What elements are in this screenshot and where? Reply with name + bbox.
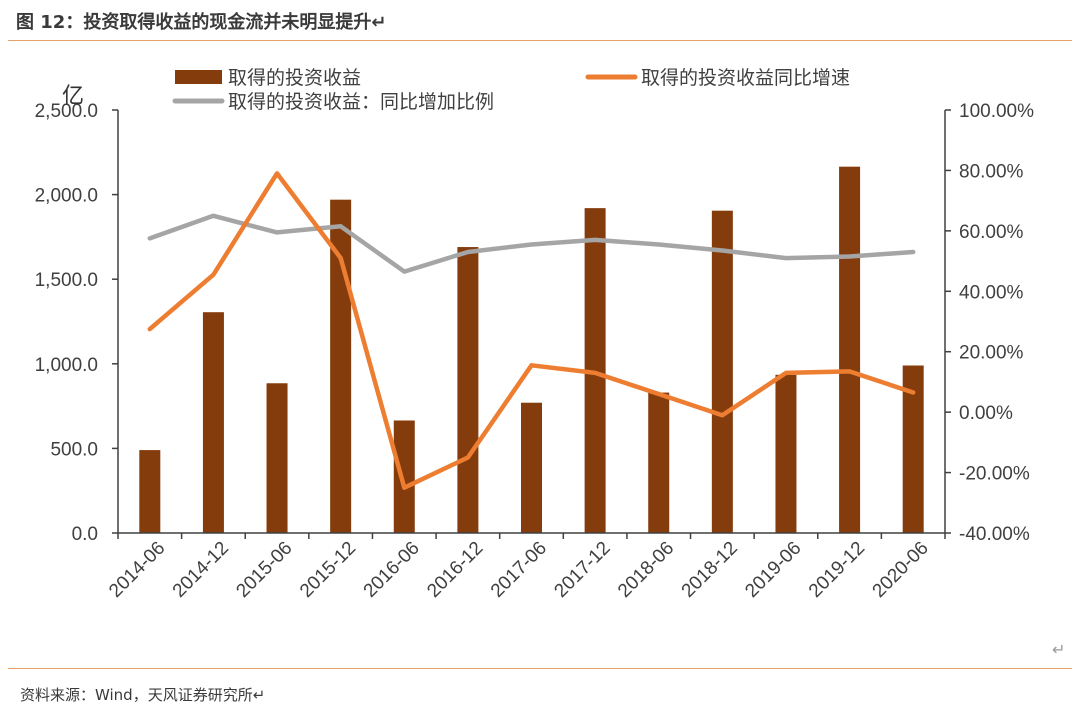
right-tick-label: -20.00% [959,464,1030,485]
bar [584,208,606,534]
x-tick-label: 2018-12 [678,538,742,602]
bar [902,365,924,533]
x-tick-label: 2020-06 [869,538,933,602]
left-tick-label: 500.0 [50,439,98,460]
x-tick-label: 2018-06 [614,538,678,602]
x-tick-label: 2015-12 [296,538,360,602]
source-divider [8,668,1072,669]
bar [775,374,797,533]
left-tick-label: 2,000.0 [35,186,98,207]
bar [139,450,161,533]
right-tick-label: -40.00% [959,524,1030,545]
legend-label: 取得的投资收益：同比增加比例 [228,91,494,113]
bar [266,383,288,533]
source-note: 资料来源：Wind，天风证券研究所↵ [20,686,266,704]
left-tick-label: 2,500.0 [35,101,98,122]
bar [711,210,733,533]
x-tick-label: 2017-06 [487,538,551,602]
title-divider [8,40,1072,41]
bar-series [139,166,924,534]
bar [521,402,542,533]
bar [202,312,224,533]
line-series [147,171,916,490]
right-tick-label: 20.00% [959,343,1024,364]
left-tick-label: 1,000.0 [35,355,98,376]
right-tick-label: 80.00% [959,161,1024,182]
legend-swatch-bar [175,70,222,84]
yoy-ratio-line [147,213,916,274]
bar [457,247,479,533]
x-tick-label: 2014-12 [169,538,233,602]
right-tick-label: 60.00% [959,222,1024,243]
legend-label: 取得的投资收益 [228,67,361,89]
x-tick-label: 2019-06 [741,538,805,602]
legend-label: 取得的投资收益同比增速 [641,67,850,89]
figure-title: 图 12：投资取得收益的现金流并未明显提升↵ [16,12,387,33]
yoy-growth-line [147,171,916,490]
left-axis-unit: 亿 [62,84,84,109]
return-mark: ↵ [1052,640,1066,659]
x-tick-label: 2015-06 [232,538,296,602]
x-tick-label: 2016-12 [423,538,487,602]
left-tick-label: 1,500.0 [35,270,98,291]
x-tick-label: 2014-06 [105,538,169,602]
left-tick-label: 0.0 [72,524,98,545]
x-tick-label: 2016-06 [360,538,424,602]
bar [839,166,861,533]
right-tick-label: 100.00% [959,101,1034,122]
bar [393,420,415,533]
right-tick-label: 0.00% [959,403,1013,424]
x-tick-label: 2019-12 [805,538,869,602]
bar [648,392,670,533]
x-tick-label: 2017-12 [550,538,614,602]
right-tick-label: 40.00% [959,282,1024,303]
